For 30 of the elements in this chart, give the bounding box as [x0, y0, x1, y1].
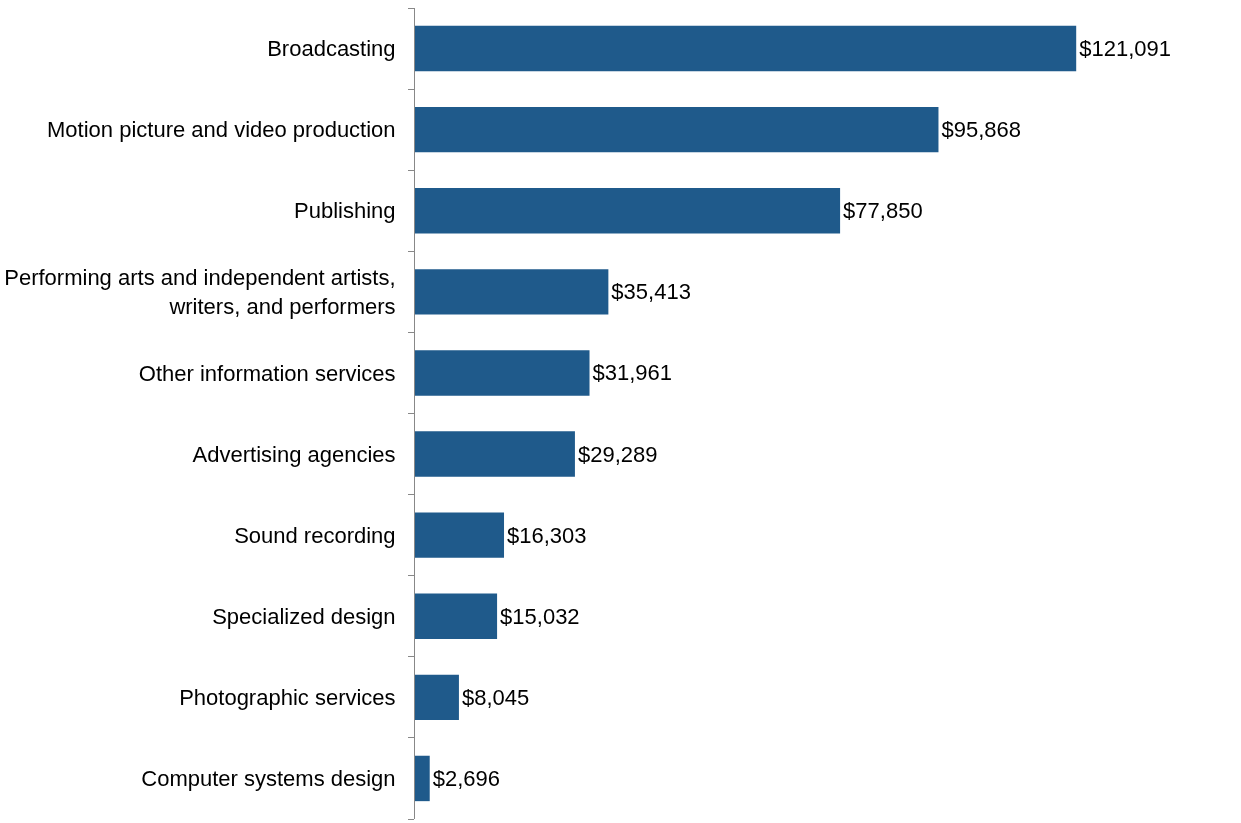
bar — [415, 431, 575, 477]
data-label: $8,045 — [461, 684, 530, 710]
bar — [415, 106, 939, 153]
y-tick-label: Sound recording — [234, 522, 396, 548]
y-tick-label: Motion picture and video production — [47, 117, 396, 143]
y-tick-label: Specialized design — [212, 603, 396, 629]
data-label: $2,696 — [432, 765, 501, 791]
y-tick-label: Photographic services — [179, 685, 396, 711]
bar — [415, 755, 430, 802]
data-label: $15,032 — [500, 603, 580, 629]
y-tick-label: Advertising agencies — [192, 441, 396, 467]
data-label: $31,961 — [592, 360, 673, 386]
bar — [415, 674, 459, 721]
data-label: $95,868 — [941, 117, 1021, 143]
data-label: $121,091 — [1079, 36, 1171, 62]
bar — [415, 593, 498, 639]
data-label: $29,289 — [577, 441, 658, 467]
bar — [415, 188, 841, 234]
y-tick-label: Other information services — [138, 360, 396, 386]
data-label: $77,850 — [843, 198, 923, 224]
y-tick-label: Performing arts and independent artists, writers, and performers — [4, 265, 396, 319]
bar — [415, 269, 609, 315]
bar — [415, 512, 505, 558]
y-tick-label: Publishing — [294, 198, 396, 224]
data-label: $16,303 — [507, 522, 587, 548]
y-tick-label: Computer systems design — [141, 766, 396, 792]
bar — [415, 25, 1077, 72]
data-label: $35,413 — [611, 279, 691, 305]
bar — [415, 350, 590, 396]
y-tick-label: Broadcasting — [267, 36, 396, 62]
